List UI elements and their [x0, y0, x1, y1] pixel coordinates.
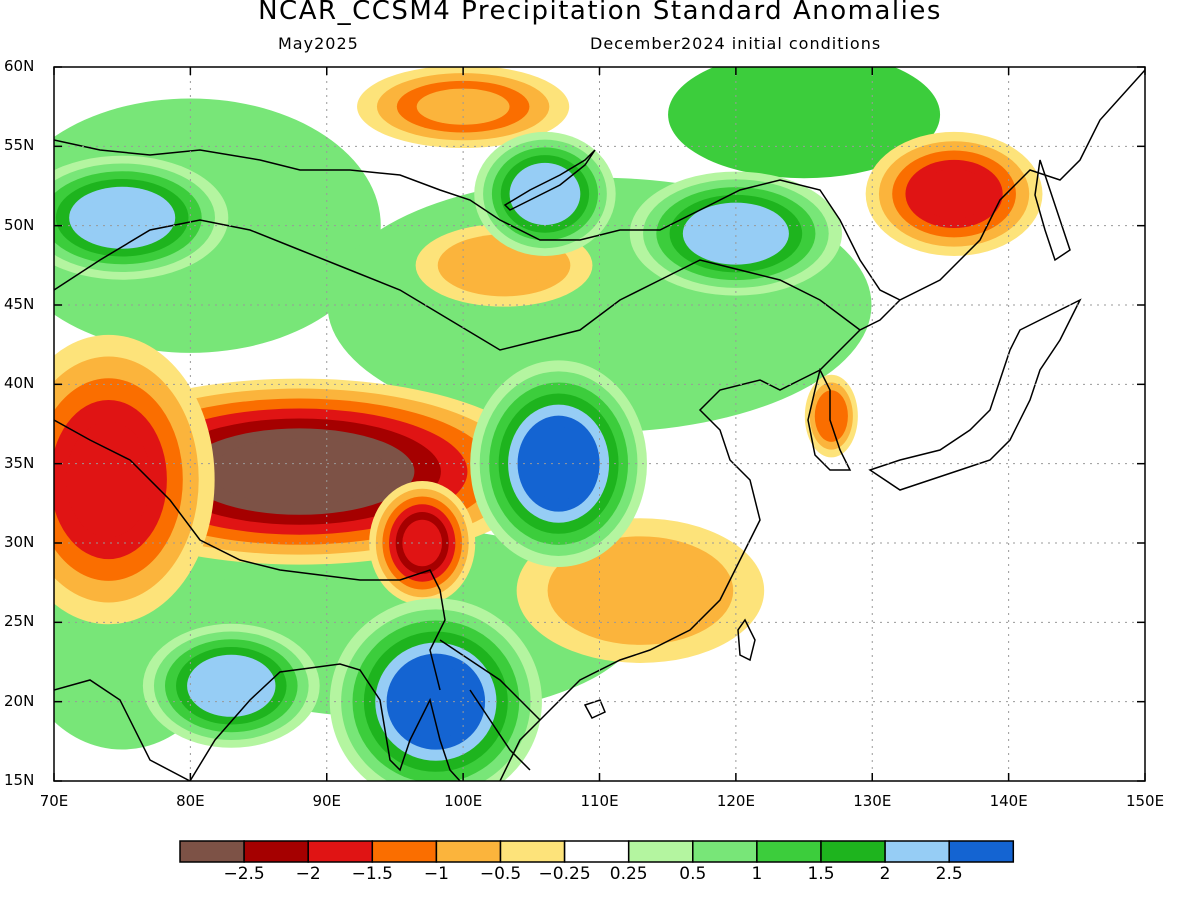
colorbar-swatch — [179, 840, 245, 863]
lat-label: 25N — [4, 612, 35, 631]
colorbar-label: −0.25 — [538, 864, 591, 884]
anomaly-region — [804, 374, 858, 458]
china-border — [54, 139, 901, 351]
anomaly-region — [369, 480, 476, 606]
colorbar-label: −1 — [423, 864, 449, 884]
indochina-border — [439, 639, 541, 771]
lat-label: 35N — [4, 453, 35, 472]
anomaly-region — [329, 598, 542, 781]
anomaly-contour — [459, 244, 549, 287]
anomaly-contour — [819, 397, 843, 435]
lon-label: 140E — [989, 792, 1028, 810]
anomaly-contour — [416, 88, 510, 125]
colorbar-label: −2 — [295, 864, 321, 884]
colorbar-label: −2.5 — [223, 864, 265, 884]
lat-label: 50N — [4, 215, 35, 234]
anomaly-region — [142, 623, 320, 748]
colorbar-swatch — [627, 840, 694, 863]
lat-label: 55N — [4, 136, 35, 155]
taiwan-coastline — [737, 618, 756, 662]
lon-label: 100E — [444, 792, 483, 810]
target-month-label: May2025 — [278, 34, 359, 53]
colorbar-label: 2 — [879, 864, 891, 884]
coastlines-borders — [54, 69, 1145, 781]
india-border — [54, 419, 446, 691]
colorbar-swatch — [435, 840, 502, 863]
lat-label: 20N — [4, 691, 35, 710]
baikal-lake — [503, 149, 596, 211]
lat-label: 30N — [4, 533, 35, 551]
anomaly-region — [54, 334, 215, 625]
lat-label: 40N — [4, 374, 35, 393]
lon-label: 120E — [716, 792, 755, 810]
lat-label: 45N — [4, 295, 35, 313]
colorbar-swatch — [820, 840, 886, 863]
anomaly-contour — [518, 170, 572, 218]
colorbar-label: −0.5 — [479, 864, 522, 884]
colorbar-swatch — [371, 840, 438, 863]
colorbar-label: 0.5 — [679, 864, 707, 884]
field-patch — [668, 67, 941, 179]
anomaly-region — [629, 171, 842, 296]
axis-ticks — [53, 66, 1146, 782]
anomaly-contour — [918, 169, 990, 219]
anomaly-contour — [66, 421, 151, 538]
colorbar — [179, 840, 1015, 863]
anomaly-contour — [82, 194, 162, 241]
anomaly-field — [54, 67, 1145, 781]
colorbar-label: 1.5 — [807, 864, 835, 884]
colorbar-swatch — [948, 840, 1015, 863]
anomaly-region — [357, 67, 570, 148]
sakhalin-coastline — [1034, 159, 1071, 262]
colorbar-swatch — [756, 840, 822, 863]
asia-coastline — [54, 69, 1145, 781]
lon-label: 110E — [580, 792, 619, 810]
colorbar-label: −1.5 — [351, 864, 393, 884]
lon-label: 90E — [312, 792, 342, 810]
chart-title: NCAR_CCSM4 Precipitation Standard Anomal… — [258, 0, 942, 26]
anomaly-contour — [696, 210, 776, 257]
colorbar-swatch — [499, 840, 566, 863]
colorbar-swatch — [884, 840, 950, 863]
lon-label: 70E — [39, 792, 69, 810]
colorbar-swatch — [563, 840, 630, 863]
anomaly-contour — [578, 554, 703, 627]
init-conditions-label: December2024 initial conditions — [590, 34, 882, 53]
lat-lon-grid — [54, 67, 1145, 781]
colorbar-swatch — [692, 840, 758, 863]
lon-label: 150E — [1125, 792, 1165, 810]
colorbar-label: 0.25 — [609, 864, 648, 884]
colorbar-swatch — [243, 840, 309, 863]
anomaly-contour — [397, 664, 474, 739]
colorbar-label: 1 — [751, 864, 763, 884]
lat-label: 60N — [4, 57, 35, 75]
anomaly-region — [865, 131, 1043, 256]
colorbar-swatch — [307, 840, 374, 863]
anomaly-contour — [402, 519, 443, 567]
colorbar-label: 2.5 — [935, 864, 963, 884]
korea-coastline — [807, 367, 852, 471]
anomaly-contour — [198, 662, 265, 710]
lon-label: 80E — [176, 792, 205, 810]
lat-label: 15N — [4, 771, 35, 789]
anomaly-region — [54, 155, 229, 280]
lon-label: 130E — [853, 792, 892, 810]
anomaly-contour — [211, 438, 388, 505]
